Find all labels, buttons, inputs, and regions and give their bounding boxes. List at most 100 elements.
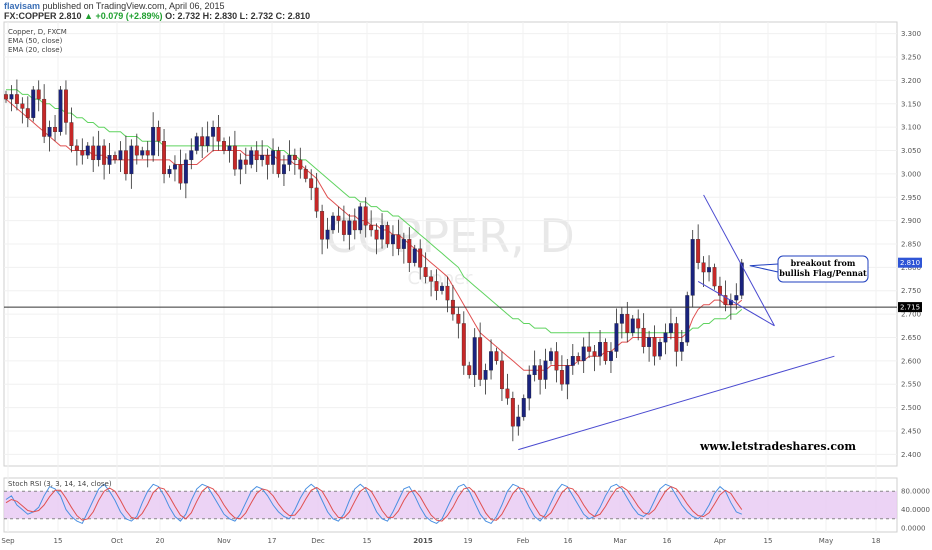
candle-body — [189, 150, 194, 161]
candle-body — [532, 365, 537, 376]
candle-body — [390, 234, 395, 245]
candle-body — [559, 370, 564, 385]
stoch-k-line — [5, 483, 742, 525]
candle-body — [194, 136, 199, 151]
candle-body — [9, 94, 14, 100]
x-tick-label: 16 — [663, 537, 672, 545]
y-tick-label: 3.200 — [901, 77, 921, 85]
candle-body — [369, 225, 374, 231]
author-link[interactable]: flavisam — [4, 1, 41, 11]
ema20-line — [5, 98, 743, 371]
candle-body — [658, 341, 662, 357]
candle-body — [663, 332, 668, 343]
y-tick-label: 2.550 — [901, 381, 921, 389]
legend: Stoch RSI (3, 3, 14, 14, close) Copper, D… — [8, 28, 112, 488]
trendline — [703, 194, 775, 327]
publish-info: flavisam published on TradingView.com, A… — [4, 1, 225, 11]
candle-body — [647, 337, 652, 347]
x-tick-label: 17 — [268, 537, 277, 545]
candle-body — [412, 248, 417, 263]
x-tick-label: Nov — [217, 537, 231, 545]
y-tick-label: 2.900 — [901, 217, 921, 225]
y-tick-label: 2.400 — [901, 451, 921, 459]
y-tick-label: 3.000 — [901, 170, 921, 178]
candle-body — [696, 239, 701, 263]
candle-body — [434, 281, 439, 291]
y-tick-label: 2.950 — [901, 194, 921, 202]
candle-body — [554, 351, 559, 371]
stoch-d-line — [5, 486, 743, 522]
chart-header: flavisam published on TradingView.com, A… — [0, 0, 932, 22]
x-tick-label: Oct — [111, 537, 123, 545]
y-tick-label: 2.750 — [901, 287, 921, 295]
candle-body — [592, 351, 597, 357]
stoch-band — [4, 491, 897, 519]
callout-text: bullish Flag/Pennat — [779, 268, 867, 278]
candle-body — [690, 239, 695, 296]
candle-body — [445, 285, 450, 301]
x-tick-label: 15 — [363, 537, 372, 545]
watermark-symbol: COPPER, D — [325, 209, 575, 263]
x-tick-label: Mar — [613, 537, 626, 545]
candle-body — [85, 145, 90, 156]
candle-body — [734, 295, 739, 301]
candle-body — [423, 267, 428, 277]
candles — [4, 79, 744, 442]
y-tick-label: 2.600 — [901, 357, 921, 365]
symbol-label: FX:COPPER — [4, 11, 57, 21]
x-tick-label: Dec — [311, 537, 325, 545]
x-tick-label: 20 — [156, 537, 165, 545]
candle-body — [309, 178, 314, 189]
y-tick-label: 2.850 — [901, 241, 921, 249]
candle-body — [521, 398, 526, 418]
candle-body — [489, 351, 493, 371]
candle-body — [140, 150, 145, 156]
candle-body — [25, 108, 30, 118]
stoch-legend: Stoch RSI (3, 3, 14, 14, close) — [8, 480, 112, 488]
symbol-info: FX:COPPER 2.810 ▲ +0.079 (+2.89%) O: 2.7… — [4, 11, 310, 21]
candle-body — [162, 141, 166, 175]
candle-body — [396, 234, 401, 249]
stoch-y-tick: 40.0000 — [901, 506, 930, 514]
candle-body — [260, 155, 265, 161]
candle-body — [472, 337, 477, 376]
candle-body — [570, 356, 575, 366]
candle-body — [538, 365, 543, 380]
x-tick-label: 2015 — [413, 537, 433, 545]
candle-body — [685, 295, 690, 343]
candle-body — [129, 145, 134, 175]
candle-body — [510, 398, 515, 427]
candle-body — [576, 356, 581, 361]
stoch-y-tick: 0.0000 — [901, 525, 926, 533]
candle-body — [440, 285, 444, 291]
candle-body — [641, 327, 646, 347]
candle-body — [701, 262, 706, 273]
candle-body — [96, 145, 101, 161]
candle-body — [287, 155, 292, 165]
x-tick-label: 18 — [872, 537, 881, 545]
candle-body — [478, 337, 483, 380]
candle-body — [172, 164, 177, 170]
candle-body — [505, 388, 510, 399]
candle-body — [167, 169, 172, 175]
candle-body — [352, 220, 357, 231]
candle-body — [200, 136, 205, 147]
current-price-label: 2.810 — [900, 259, 920, 267]
candle-body — [467, 365, 472, 376]
candle-body — [325, 229, 330, 240]
candle-body — [271, 150, 275, 165]
candle-body — [543, 360, 548, 380]
price-change: ▲ +0.079 (+2.89%) — [84, 11, 163, 21]
candle-body — [31, 89, 36, 118]
candle-body — [36, 89, 41, 100]
legend-entry: EMA (50, close) — [8, 37, 63, 45]
published-text: published on TradingView.com, April 06, … — [42, 1, 225, 11]
y-tick-label: 3.250 — [901, 54, 921, 62]
candle-body — [69, 122, 74, 147]
candle-body — [679, 341, 684, 352]
candle-body — [64, 89, 68, 123]
current-price-tag — [898, 257, 922, 268]
candle-body — [363, 206, 368, 226]
candle-body — [178, 164, 183, 184]
